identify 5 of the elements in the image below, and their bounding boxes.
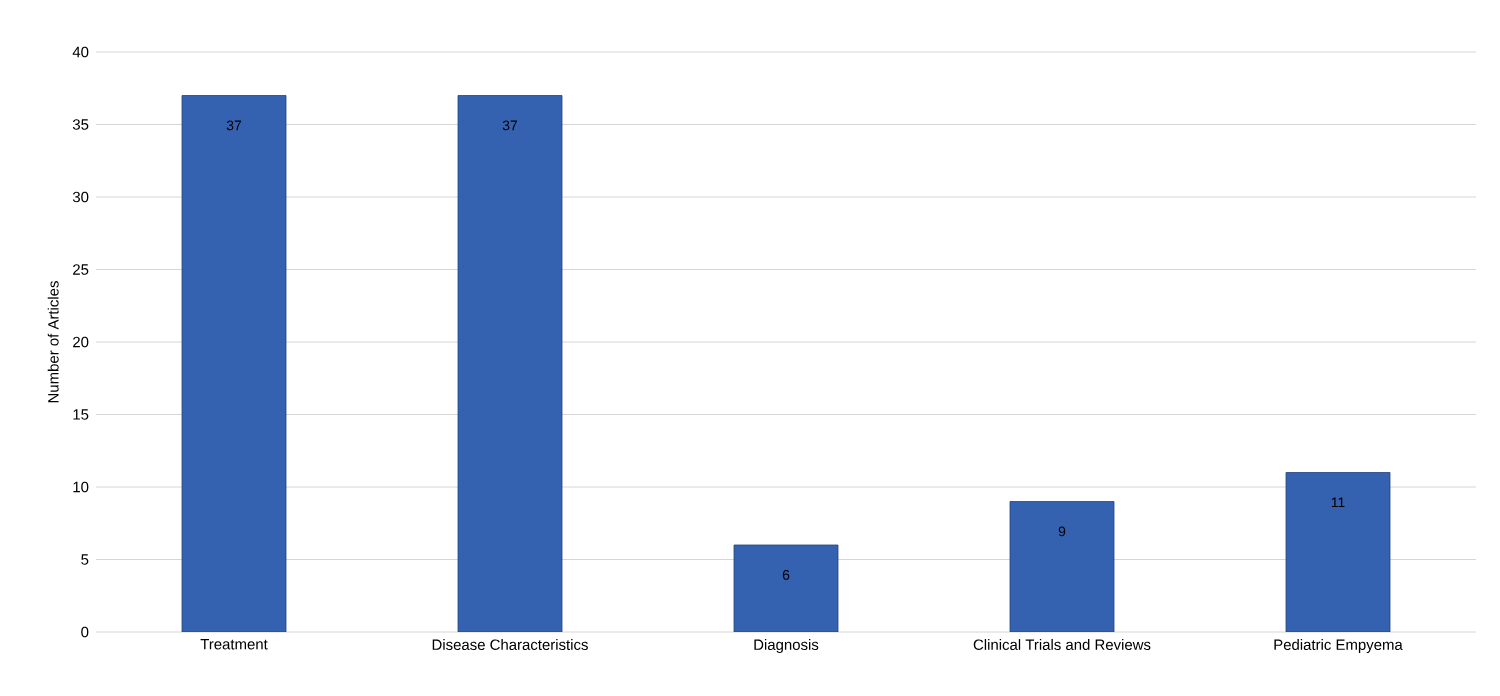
bar <box>181 95 287 632</box>
bar <box>733 544 839 632</box>
bar <box>1009 501 1115 632</box>
bar <box>1285 472 1391 632</box>
bar <box>457 95 563 632</box>
